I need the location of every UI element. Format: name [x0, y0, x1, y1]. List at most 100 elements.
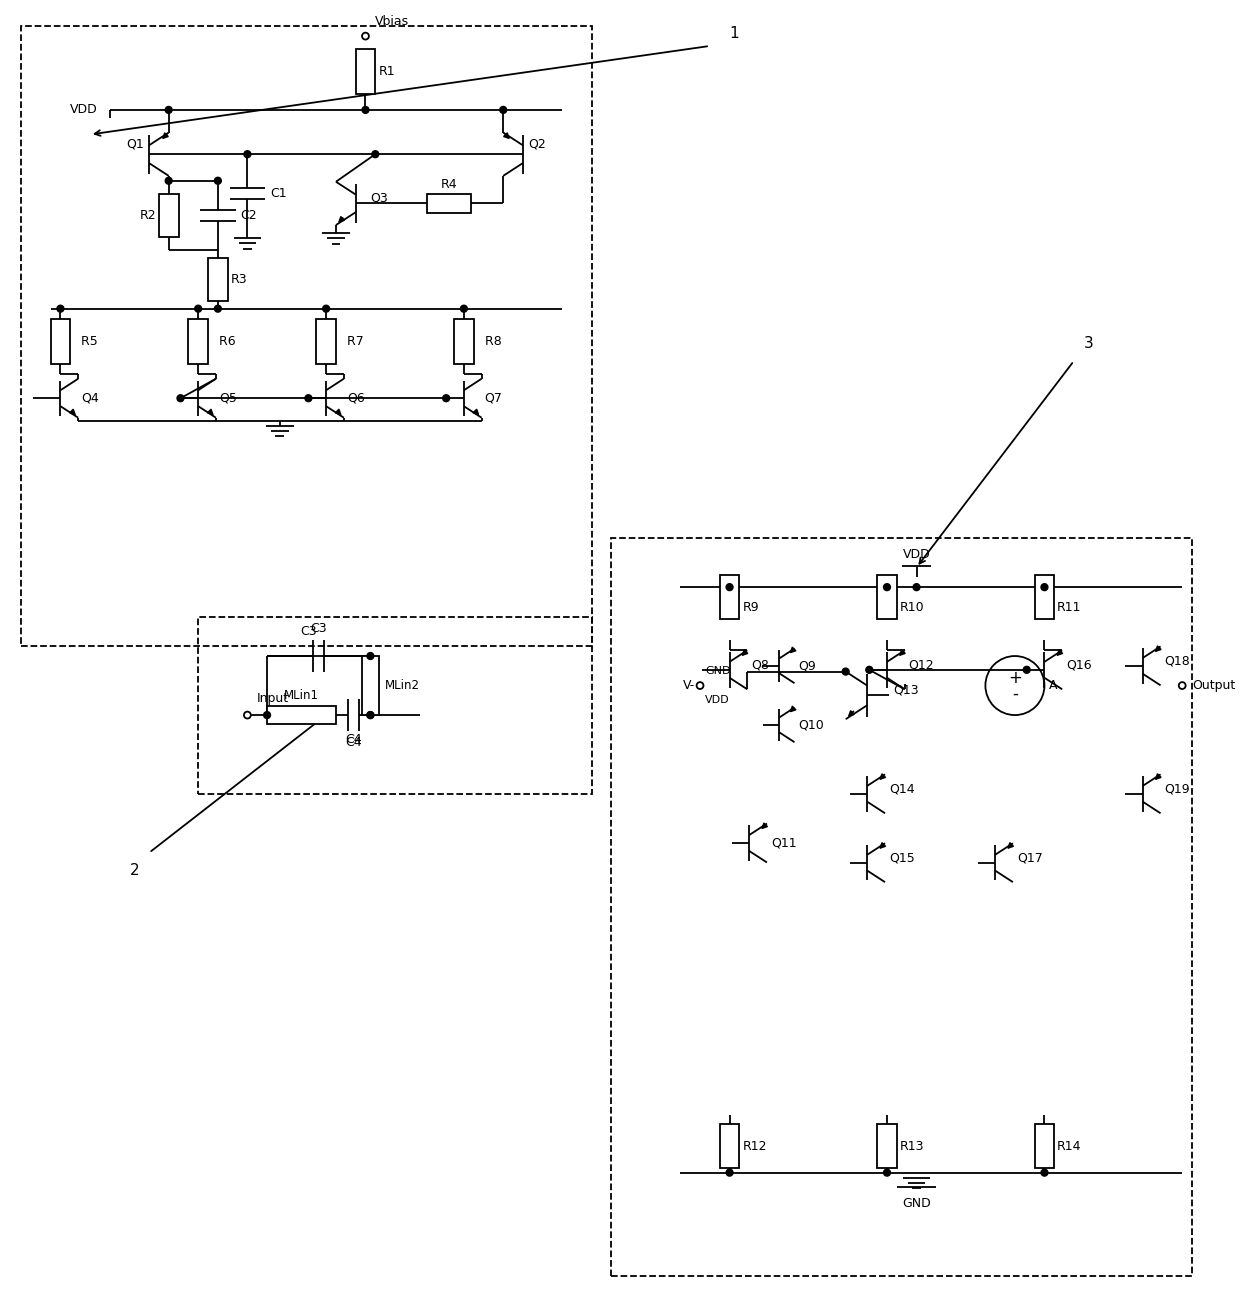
- Text: Q10: Q10: [799, 719, 825, 732]
- Text: Q9: Q9: [799, 659, 816, 672]
- Circle shape: [727, 1169, 733, 1177]
- Circle shape: [884, 584, 890, 591]
- Text: +: +: [1008, 669, 1022, 687]
- Circle shape: [372, 151, 378, 158]
- Text: R8: R8: [476, 334, 501, 347]
- Bar: [1034, 1124, 1054, 1167]
- Text: 1: 1: [729, 26, 739, 41]
- Text: VDD: VDD: [706, 695, 729, 705]
- Text: Q5: Q5: [218, 392, 237, 405]
- Bar: [877, 575, 897, 619]
- Text: C3: C3: [310, 622, 327, 636]
- Bar: [316, 318, 336, 363]
- Text: GND: GND: [706, 666, 730, 675]
- Circle shape: [264, 712, 270, 719]
- Text: -: -: [1012, 684, 1018, 703]
- Text: R1: R1: [378, 64, 394, 78]
- Circle shape: [177, 395, 184, 401]
- Text: GND: GND: [903, 1198, 931, 1211]
- Text: Q4: Q4: [81, 392, 99, 405]
- Circle shape: [1179, 682, 1185, 690]
- Text: Q6: Q6: [347, 392, 365, 405]
- Bar: [1034, 575, 1054, 619]
- Text: Q16: Q16: [1066, 658, 1091, 671]
- Bar: [719, 575, 739, 619]
- Circle shape: [165, 107, 172, 113]
- Text: R5: R5: [73, 334, 98, 347]
- Text: R11: R11: [1058, 601, 1081, 615]
- Text: V-: V-: [683, 679, 696, 692]
- Text: MLin2: MLin2: [386, 679, 420, 692]
- Bar: [51, 318, 71, 363]
- Circle shape: [367, 653, 373, 659]
- Circle shape: [500, 107, 507, 113]
- Circle shape: [727, 584, 733, 591]
- Text: R2: R2: [139, 209, 156, 221]
- Text: C1: C1: [270, 187, 286, 200]
- Circle shape: [195, 305, 202, 312]
- Text: 2: 2: [129, 863, 139, 878]
- Text: Q1: Q1: [126, 138, 144, 151]
- Text: Q19: Q19: [1164, 783, 1190, 795]
- Circle shape: [305, 395, 311, 401]
- Text: VDD: VDD: [903, 547, 930, 561]
- Circle shape: [367, 712, 373, 719]
- Circle shape: [884, 1169, 890, 1177]
- Text: R7: R7: [339, 334, 363, 347]
- Text: R4: R4: [440, 178, 458, 191]
- Text: Q13: Q13: [893, 684, 919, 697]
- Bar: [611, 538, 1192, 1277]
- Text: Vbias: Vbias: [376, 16, 409, 28]
- Text: R10: R10: [900, 601, 924, 615]
- Circle shape: [215, 178, 221, 184]
- Text: Output: Output: [1192, 679, 1235, 692]
- Text: R9: R9: [743, 601, 759, 615]
- Text: Q17: Q17: [1017, 851, 1043, 865]
- Text: MLin1: MLin1: [284, 690, 319, 703]
- Circle shape: [697, 682, 703, 690]
- Circle shape: [165, 178, 172, 184]
- Text: Q2: Q2: [528, 138, 546, 151]
- Circle shape: [367, 712, 373, 719]
- Circle shape: [842, 669, 849, 675]
- Text: C3: C3: [300, 625, 317, 638]
- Text: C4: C4: [345, 736, 362, 749]
- Bar: [267, 707, 336, 724]
- Circle shape: [913, 584, 920, 591]
- Text: Q8: Q8: [751, 658, 769, 671]
- Text: Q18: Q18: [1164, 654, 1190, 667]
- Text: R14: R14: [1058, 1140, 1081, 1153]
- Bar: [188, 318, 208, 363]
- Bar: [159, 193, 179, 237]
- Circle shape: [244, 712, 250, 719]
- Text: R12: R12: [743, 1140, 766, 1153]
- Text: A: A: [1049, 679, 1058, 692]
- Text: Q7: Q7: [485, 392, 502, 405]
- Bar: [356, 50, 376, 93]
- Text: C2: C2: [241, 209, 257, 221]
- Text: C4: C4: [345, 733, 362, 746]
- Bar: [428, 193, 471, 213]
- Bar: [362, 657, 379, 715]
- Bar: [21, 26, 591, 646]
- Text: Q12: Q12: [909, 658, 934, 671]
- Circle shape: [57, 305, 64, 312]
- Circle shape: [443, 395, 450, 401]
- Text: Input: Input: [257, 692, 289, 705]
- Circle shape: [244, 151, 250, 158]
- Text: VDD: VDD: [71, 104, 98, 116]
- Circle shape: [362, 107, 370, 113]
- Bar: [198, 617, 591, 794]
- Bar: [719, 1124, 739, 1167]
- Circle shape: [322, 305, 330, 312]
- Text: Q11: Q11: [771, 837, 796, 850]
- Text: Q3: Q3: [371, 192, 388, 205]
- Bar: [454, 318, 474, 363]
- Circle shape: [866, 666, 873, 674]
- Text: Q14: Q14: [889, 783, 915, 795]
- Circle shape: [1042, 584, 1048, 591]
- Text: R3: R3: [231, 272, 247, 286]
- Text: 3: 3: [1084, 336, 1094, 351]
- Bar: [877, 1124, 897, 1167]
- Circle shape: [362, 33, 370, 39]
